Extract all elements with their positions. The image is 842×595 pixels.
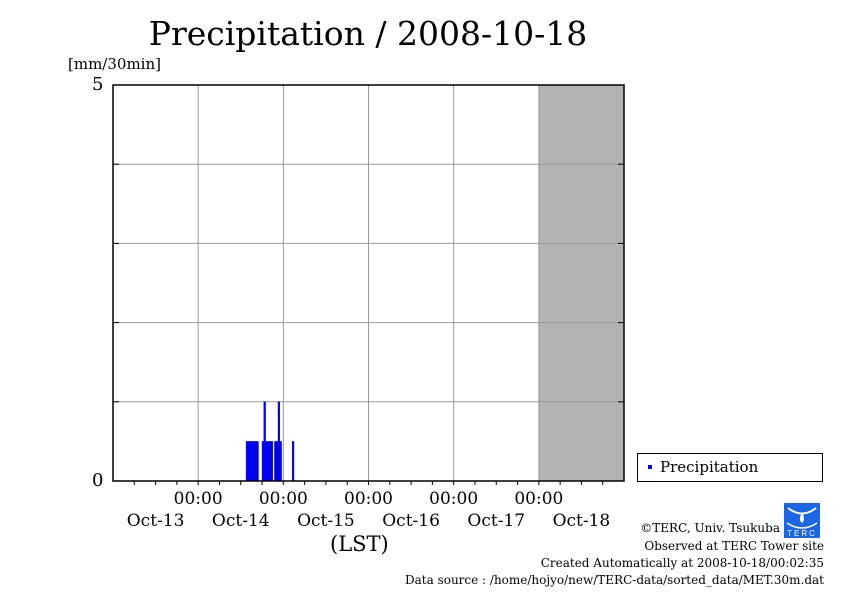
precip-bar [263,401,266,482]
copyright: ©TERC, Univ. Tsukuba [640,521,780,535]
x-tick-day: Oct-17 [467,511,526,531]
legend-swatch [648,465,652,469]
precip-bar [270,441,273,482]
y-tick-label: 0 [92,470,104,491]
x-tick-day: Oct-16 [382,511,440,531]
precip-bar [256,441,259,482]
precip-bar [247,441,250,482]
x-tick-time: 00:00 [429,489,479,509]
precip-bar [251,441,254,482]
x-tick-time: 00:00 [514,489,564,509]
precip-bar [249,441,252,482]
precip-bar [279,441,282,482]
legend-label: Precipitation [660,458,759,476]
precip-bar [254,441,257,482]
x-tick-day: Oct-18 [552,511,611,531]
precip-bar [265,441,268,482]
precip-bar [276,441,279,482]
y-axis-unit: [mm/30min] [68,55,161,73]
precip-bar [292,441,295,482]
terc-logo: TERC [784,503,820,538]
x-tick-day: Oct-13 [126,511,185,531]
legend: Precipitation [637,453,823,482]
precip-bar [277,401,280,482]
precip-bar [274,441,277,482]
created-note: Created Automatically at 2008-10-18/00:0… [540,556,824,570]
x-tick-day: Oct-14 [211,511,270,531]
x-tick-time: 00:00 [258,489,308,509]
x-tick-time: 00:00 [344,489,393,509]
y-tick-label: 5 [92,74,104,95]
svg-text:TERC: TERC [787,529,817,538]
chart-title: Precipitation / 2008-10-18 [148,14,588,53]
precip-bar [252,441,256,482]
observed-note: Observed at TERC Tower site [644,539,824,553]
shaded-region [538,85,624,481]
precip-bar [267,441,270,482]
data-source: Data source : /home/hojyo/new/TERC-data/… [405,573,824,587]
plot-frame [112,84,625,482]
x-axis-label: (LST) [330,532,389,556]
x-tick-time: 00:00 [173,489,223,509]
precip-bar [268,441,272,482]
precip-bar [245,441,249,482]
precip-bar [261,441,265,482]
x-tick-day: Oct-15 [297,511,355,531]
